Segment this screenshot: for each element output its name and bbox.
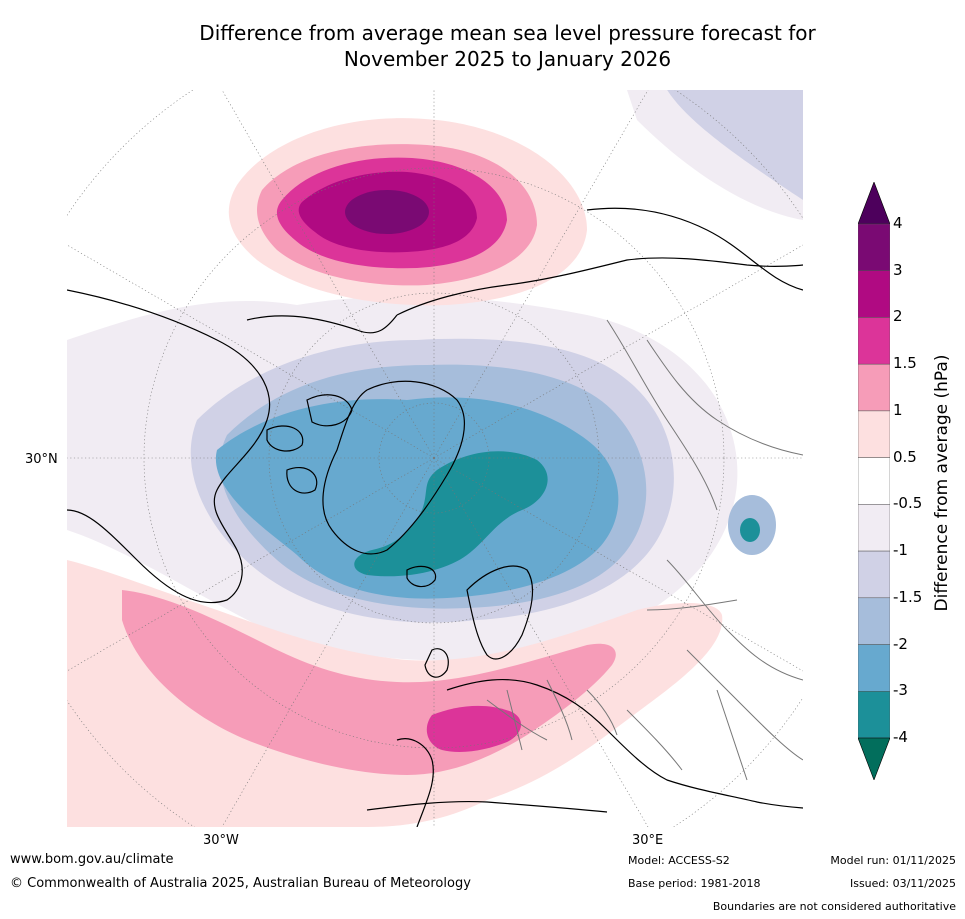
footer-model-run: Model run: 01/11/2025 — [830, 854, 956, 867]
colorbar-tick-label: 3 — [893, 260, 903, 279]
colorbar-bin — [857, 270, 891, 318]
colorbar-tick-label: -4 — [893, 728, 908, 746]
colorbar-tick-label: 4 — [893, 214, 903, 232]
coastlines — [67, 207, 803, 827]
title-line-1: Difference from average mean sea level p… — [199, 21, 816, 45]
colorbar-bin — [857, 363, 891, 412]
anomaly-region-p1.5-europe — [426, 705, 522, 753]
colorbar-tick-label: -2 — [893, 634, 908, 653]
anomaly-region-m3-east — [740, 518, 760, 542]
colorbar-title: Difference from average (hPa) — [932, 354, 952, 612]
colorbar-tick-label: -0.5 — [893, 494, 923, 513]
colorbar-tick-label: 0.5 — [893, 447, 917, 466]
colorbar-bin — [857, 457, 891, 505]
colorbar — [857, 181, 891, 781]
colorbar-tick-label: 2 — [893, 307, 903, 326]
country-borders — [486, 319, 803, 781]
colorbar-tick-label: -3 — [893, 681, 908, 700]
colorbar-bin — [857, 550, 891, 599]
colorbar-bin — [857, 223, 891, 271]
colorbar-extend-bottom — [857, 737, 891, 781]
colorbar-bin — [857, 317, 891, 365]
colorbar-tick-label: 1 — [893, 400, 903, 419]
footer-issued: Issued: 03/11/2025 — [849, 877, 956, 890]
anomaly-map — [67, 90, 803, 827]
anomaly-region-p3-pacific — [345, 190, 429, 234]
label-30n: 30°N — [25, 452, 58, 467]
colorbar-bin — [857, 410, 891, 458]
anomaly-region-m3 — [354, 451, 548, 577]
colorbar-tick-label: -1 — [893, 541, 908, 560]
colorbar-bin — [857, 691, 891, 739]
footer-model: Model: ACCESS-S2 — [628, 854, 730, 867]
colorbar-bin — [857, 597, 891, 645]
colorbar-bin — [857, 644, 891, 692]
footer-base-period: Base period: 1981-2018 — [628, 877, 761, 890]
footer-copyright: © Commonwealth of Australia 2025, Austra… — [10, 876, 471, 891]
colorbar-tick-label: 1.5 — [893, 354, 917, 373]
label-30w: 30°W — [203, 833, 239, 848]
colorbar-bin — [857, 504, 891, 552]
footer-disclaimer: Boundaries are not considered authoritat… — [712, 900, 956, 913]
graticule — [67, 90, 803, 827]
colorbar-tick-label: -1.5 — [893, 587, 923, 606]
anomaly-region-m0.5-ne — [627, 90, 803, 220]
colorbar-svg — [857, 181, 891, 781]
label-30e: 30°E — [632, 833, 664, 848]
title-line-2: November 2025 to January 2026 — [343, 47, 672, 71]
footer-website: www.bom.gov.au/climate — [10, 852, 174, 867]
map-panel — [67, 90, 803, 827]
anomaly-region-m2 — [215, 397, 619, 599]
colorbar-extend-top — [857, 181, 891, 225]
chart-title: Difference from average mean sea level p… — [0, 20, 965, 72]
